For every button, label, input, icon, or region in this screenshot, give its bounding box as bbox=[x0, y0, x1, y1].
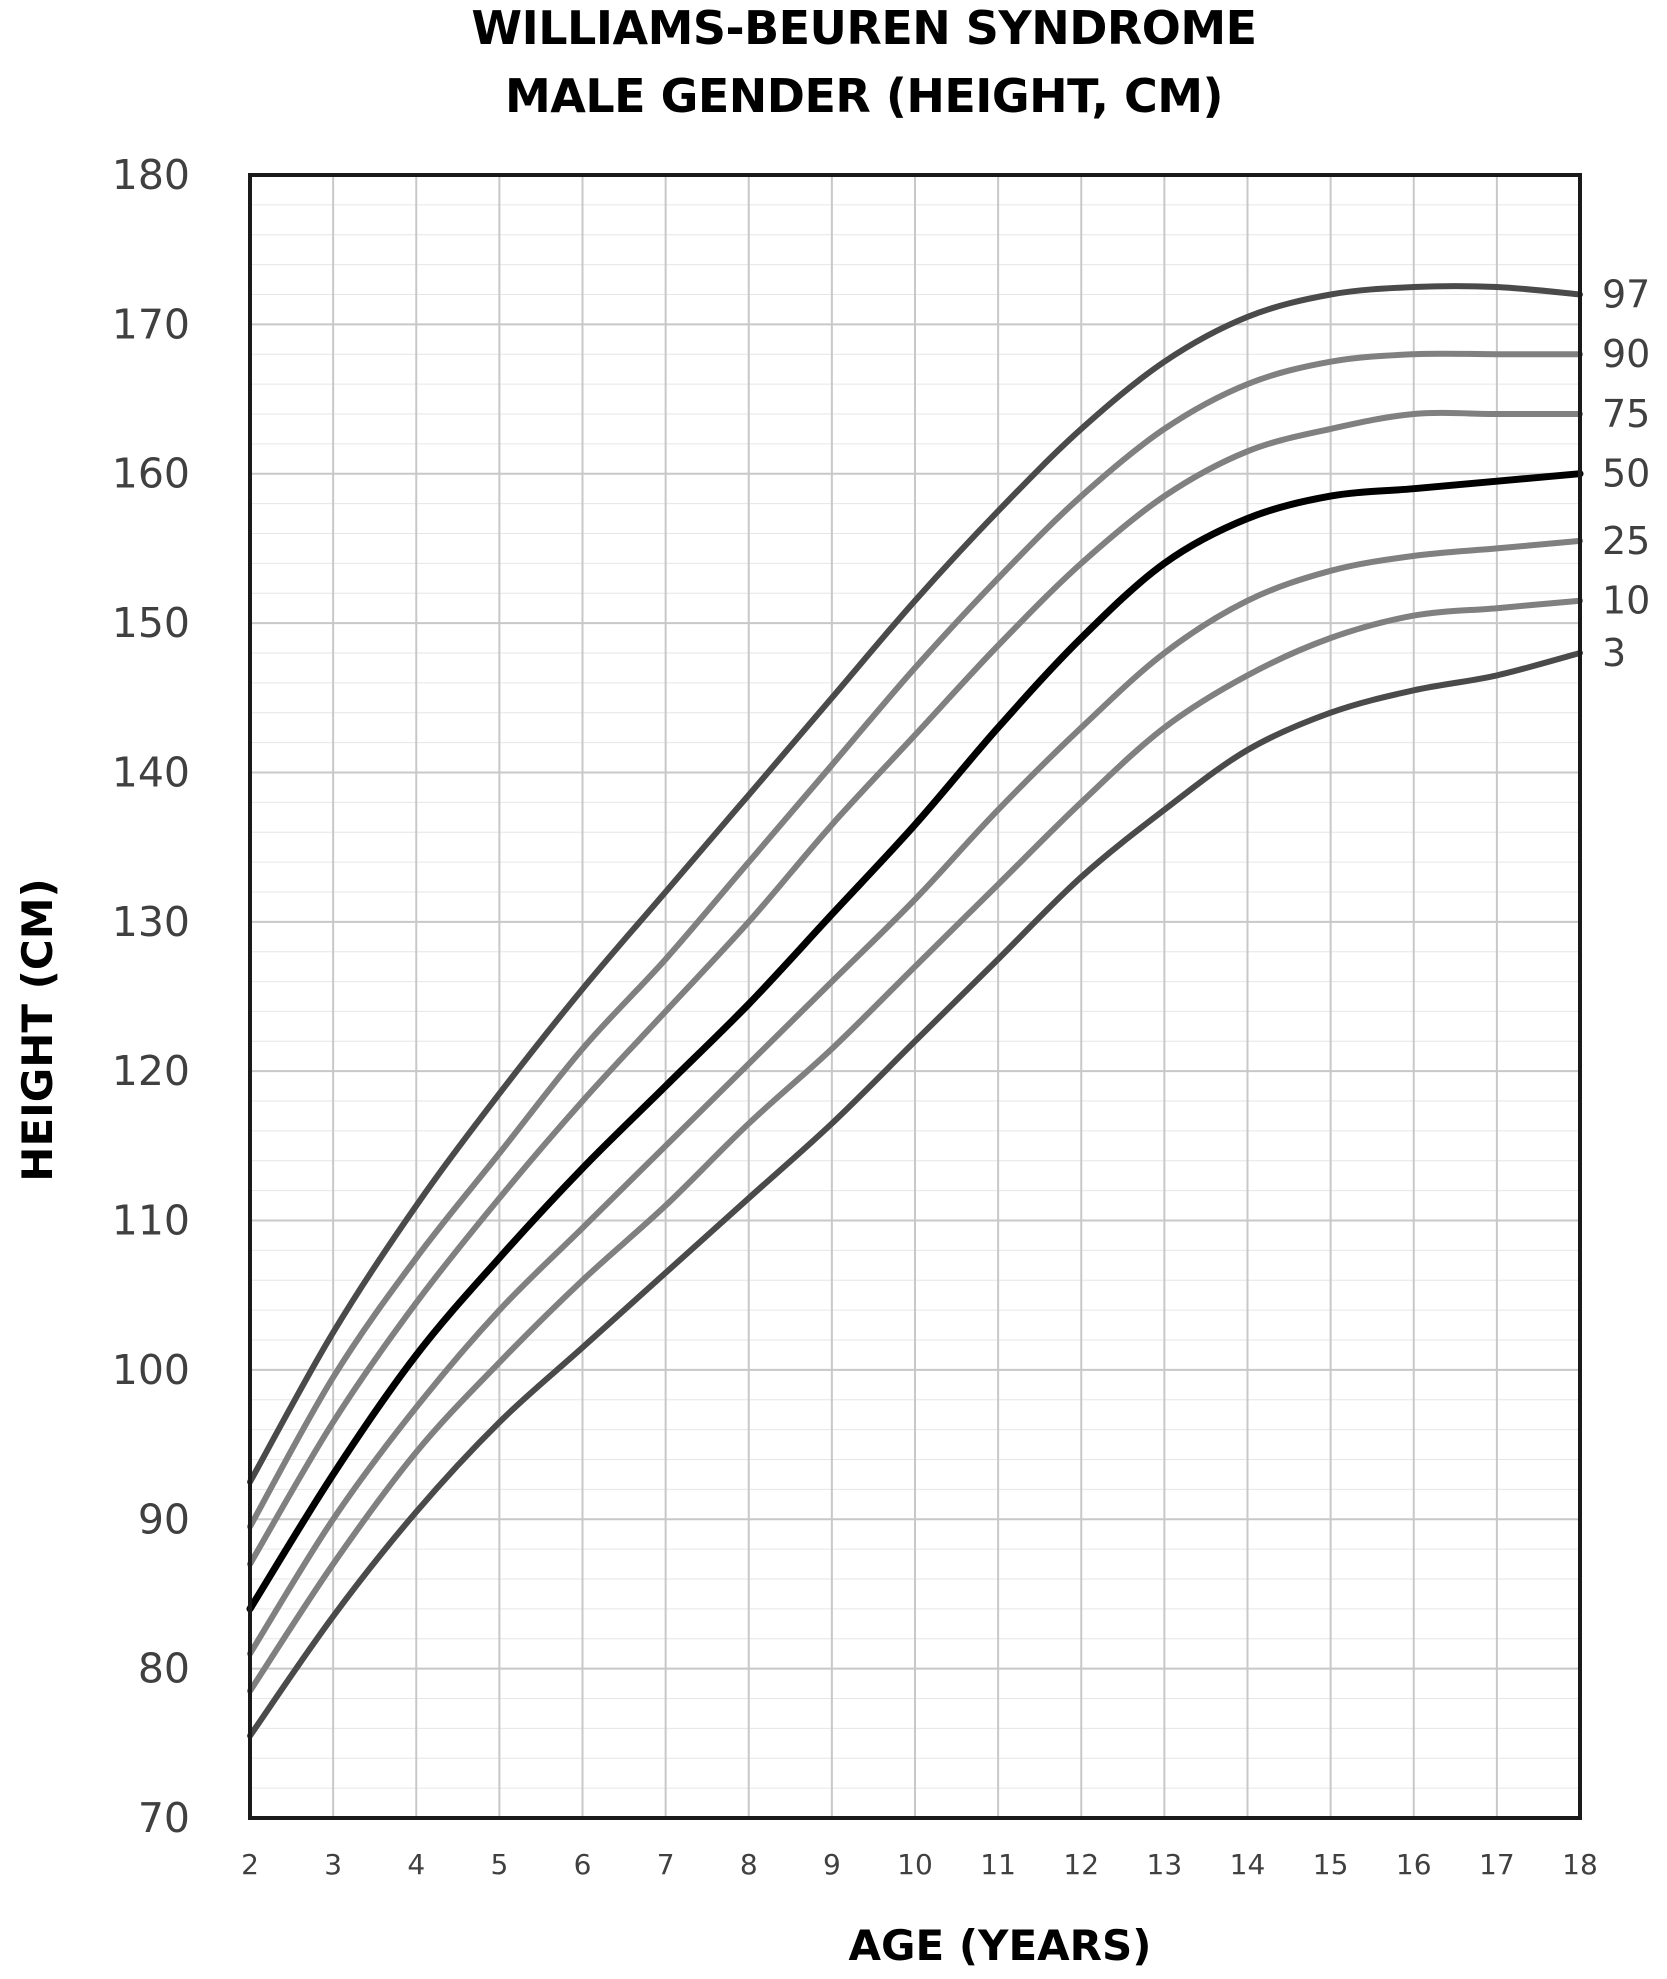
x-axis-title: AGE (YEARS) bbox=[849, 1921, 1152, 1970]
x-axis-ticks: 2 3 4 5 6 7 8 9 10 11 12 13 14 15 16 17 18 bbox=[241, 1848, 1598, 1881]
percentile-labels: 97 90 75 50 25 10 3 bbox=[1602, 272, 1650, 674]
x-tick-label: 10 bbox=[897, 1848, 933, 1881]
x-tick-label: 15 bbox=[1313, 1848, 1349, 1881]
y-tick-label: 100 bbox=[112, 1346, 190, 1394]
x-tick-label: 11 bbox=[980, 1848, 1016, 1881]
x-tick-label: 6 bbox=[574, 1848, 592, 1881]
chart-title: WILLIAMS-BEUREN SYNDROME bbox=[471, 1, 1256, 55]
percentile-label-3: 3 bbox=[1602, 631, 1626, 675]
x-tick-label: 13 bbox=[1147, 1848, 1183, 1881]
x-tick-label: 9 bbox=[823, 1848, 841, 1881]
y-tick-label: 70 bbox=[138, 1794, 190, 1842]
percentile-curve-90 bbox=[247, 350, 1583, 1530]
percentile-label-97: 97 bbox=[1602, 272, 1650, 316]
y-tick-label: 180 bbox=[112, 151, 190, 199]
x-tick-label: 3 bbox=[324, 1848, 342, 1881]
y-tick-label: 140 bbox=[112, 748, 190, 796]
x-tick-label: 4 bbox=[407, 1848, 425, 1881]
chart-subtitle: MALE GENDER (HEIGHT, CM) bbox=[505, 69, 1223, 123]
percentile-label-75: 75 bbox=[1602, 392, 1650, 436]
x-tick-label: 14 bbox=[1230, 1848, 1266, 1881]
percentile-curve-97 bbox=[247, 283, 1583, 1485]
percentile-curve-10 bbox=[247, 597, 1583, 1694]
percentile-label-10: 10 bbox=[1602, 579, 1650, 623]
percentile-curve-50 bbox=[246, 470, 1584, 1613]
grid bbox=[249, 174, 1581, 1819]
y-tick-label: 160 bbox=[112, 450, 190, 498]
x-tick-label: 7 bbox=[657, 1848, 675, 1881]
y-tick-label: 90 bbox=[138, 1495, 190, 1543]
percentile-label-50: 50 bbox=[1602, 452, 1650, 496]
percentile-curve-25 bbox=[247, 537, 1583, 1657]
x-tick-label: 8 bbox=[740, 1848, 758, 1881]
x-tick-label: 18 bbox=[1562, 1848, 1598, 1881]
y-axis-title: HEIGHT (CM) bbox=[13, 878, 62, 1181]
plot-area-frame bbox=[248, 173, 1582, 1820]
y-tick-label: 80 bbox=[138, 1645, 190, 1693]
y-tick-label: 120 bbox=[112, 1047, 190, 1095]
x-tick-label: 12 bbox=[1063, 1848, 1099, 1881]
y-tick-label: 110 bbox=[112, 1197, 190, 1245]
percentile-curve-75 bbox=[247, 409, 1583, 1568]
y-tick-label: 170 bbox=[112, 300, 190, 348]
y-tick-label: 150 bbox=[112, 599, 190, 647]
x-tick-label: 2 bbox=[241, 1848, 259, 1881]
y-axis-ticks: 70 80 90 100 110 120 130 140 150 160 170 180 bbox=[112, 151, 190, 1842]
percentile-curve-3 bbox=[247, 650, 1583, 1739]
x-tick-label: 16 bbox=[1396, 1848, 1432, 1881]
percentile-label-25: 25 bbox=[1602, 519, 1650, 563]
x-tick-label: 17 bbox=[1479, 1848, 1515, 1881]
x-tick-label: 5 bbox=[490, 1848, 508, 1881]
y-tick-label: 130 bbox=[112, 898, 190, 946]
percentile-label-90: 90 bbox=[1602, 332, 1650, 376]
percentile-curves bbox=[246, 283, 1584, 1739]
